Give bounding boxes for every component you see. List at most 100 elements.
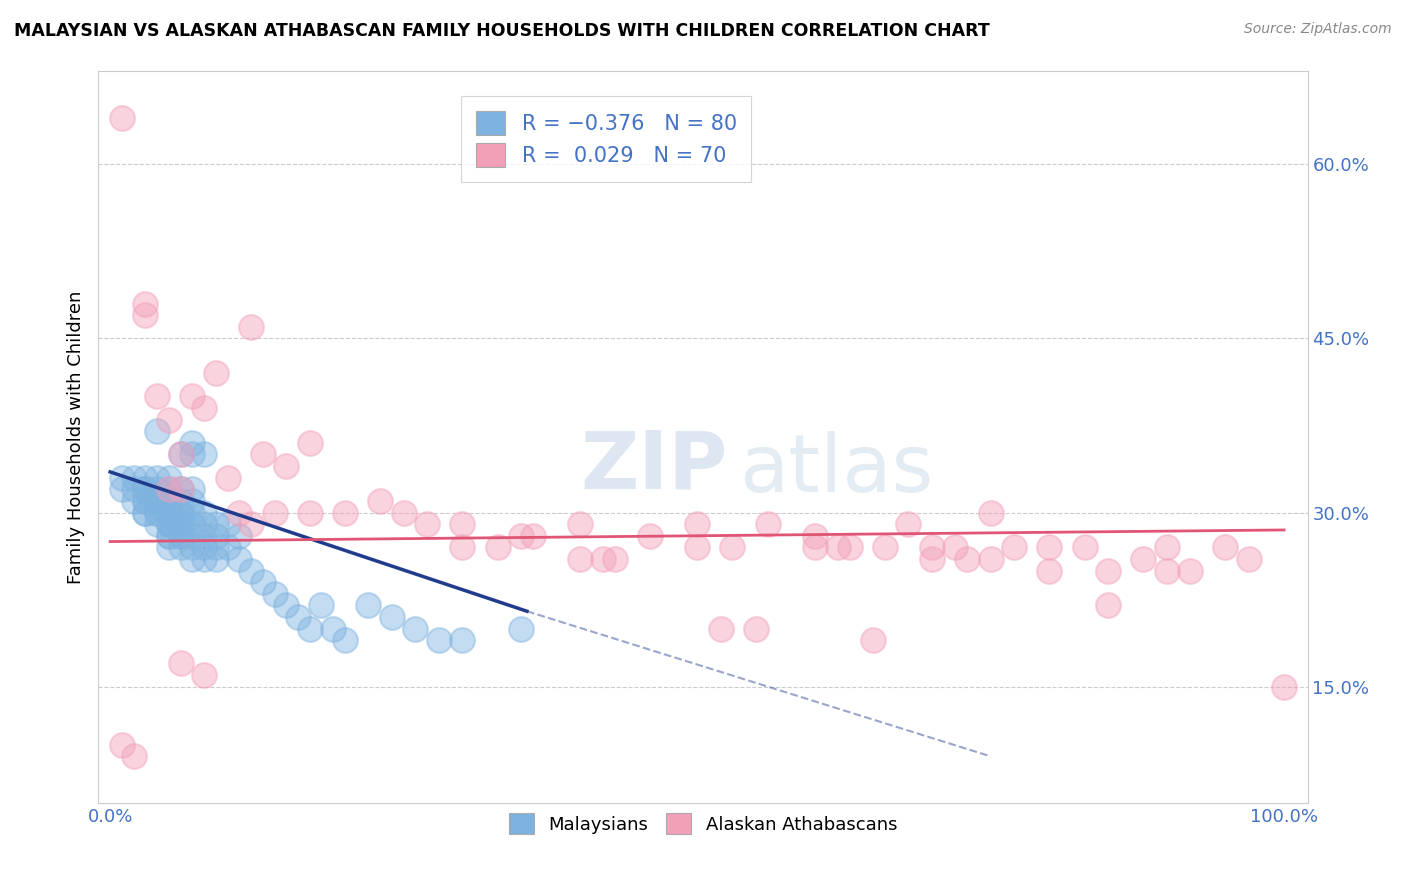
Point <box>193 448 215 462</box>
Point <box>169 517 191 532</box>
Point <box>181 389 204 403</box>
Point <box>134 506 156 520</box>
Point <box>204 541 226 555</box>
Point <box>1156 541 1178 555</box>
Legend: Malaysians, Alaskan Athabascans: Malaysians, Alaskan Athabascans <box>498 803 908 845</box>
Point <box>181 494 204 508</box>
Point <box>404 622 426 636</box>
Point <box>333 506 356 520</box>
Point <box>1215 541 1237 555</box>
Point <box>333 633 356 648</box>
Point <box>298 506 321 520</box>
Point <box>111 471 134 485</box>
Point <box>710 622 733 636</box>
Point <box>181 517 204 532</box>
Point <box>392 506 415 520</box>
Point <box>510 529 533 543</box>
Point <box>756 517 779 532</box>
Point <box>146 506 169 520</box>
Point <box>193 529 215 543</box>
Point <box>486 541 509 555</box>
Point <box>1038 541 1060 555</box>
Point <box>204 517 226 532</box>
Point <box>111 483 134 497</box>
Point <box>510 622 533 636</box>
Point <box>921 541 943 555</box>
Point <box>263 506 285 520</box>
Point <box>427 633 450 648</box>
Point <box>204 529 226 543</box>
Point <box>921 552 943 566</box>
Point <box>228 529 250 543</box>
Point <box>240 319 263 334</box>
Point <box>146 389 169 403</box>
Point <box>276 599 298 613</box>
Point <box>1156 564 1178 578</box>
Point <box>980 506 1002 520</box>
Point <box>568 552 591 566</box>
Point <box>157 494 180 508</box>
Text: MALAYSIAN VS ALASKAN ATHABASCAN FAMILY HOUSEHOLDS WITH CHILDREN CORRELATION CHAR: MALAYSIAN VS ALASKAN ATHABASCAN FAMILY H… <box>14 22 990 40</box>
Point <box>193 668 215 682</box>
Point <box>1097 599 1119 613</box>
Point <box>146 471 169 485</box>
Point <box>873 541 896 555</box>
Point <box>181 506 204 520</box>
Point <box>252 448 274 462</box>
Point <box>193 517 215 532</box>
Point <box>451 517 474 532</box>
Point <box>980 552 1002 566</box>
Point <box>157 517 180 532</box>
Point <box>169 483 191 497</box>
Point <box>169 529 191 543</box>
Point <box>122 471 145 485</box>
Point <box>157 517 180 532</box>
Point <box>1073 541 1095 555</box>
Point <box>169 494 191 508</box>
Point <box>169 517 191 532</box>
Point <box>1038 564 1060 578</box>
Point <box>721 541 744 555</box>
Point <box>228 552 250 566</box>
Point <box>157 494 180 508</box>
Point <box>193 541 215 555</box>
Point <box>311 599 333 613</box>
Y-axis label: Family Households with Children: Family Households with Children <box>66 291 84 583</box>
Point <box>146 483 169 497</box>
Point <box>157 506 180 520</box>
Point <box>1180 564 1202 578</box>
Point <box>322 622 344 636</box>
Point <box>134 296 156 310</box>
Point <box>357 599 380 613</box>
Point <box>169 657 191 671</box>
Point <box>603 552 626 566</box>
Point <box>181 541 204 555</box>
Point <box>451 633 474 648</box>
Point <box>1272 680 1295 694</box>
Point <box>157 483 180 497</box>
Point <box>897 517 920 532</box>
Point <box>1097 564 1119 578</box>
Point <box>298 622 321 636</box>
Point <box>134 506 156 520</box>
Point <box>1132 552 1154 566</box>
Point <box>451 541 474 555</box>
Point <box>111 111 134 125</box>
Point <box>181 448 204 462</box>
Point <box>522 529 544 543</box>
Point <box>134 471 156 485</box>
Point <box>122 483 145 497</box>
Point <box>956 552 979 566</box>
Point <box>862 633 884 648</box>
Point <box>111 738 134 752</box>
Text: Source: ZipAtlas.com: Source: ZipAtlas.com <box>1244 22 1392 37</box>
Point <box>803 529 825 543</box>
Point <box>169 529 191 543</box>
Point <box>181 483 204 497</box>
Point <box>169 448 191 462</box>
Point <box>276 459 298 474</box>
Point <box>381 610 404 624</box>
Point <box>568 517 591 532</box>
Point <box>169 506 191 520</box>
Point <box>1237 552 1260 566</box>
